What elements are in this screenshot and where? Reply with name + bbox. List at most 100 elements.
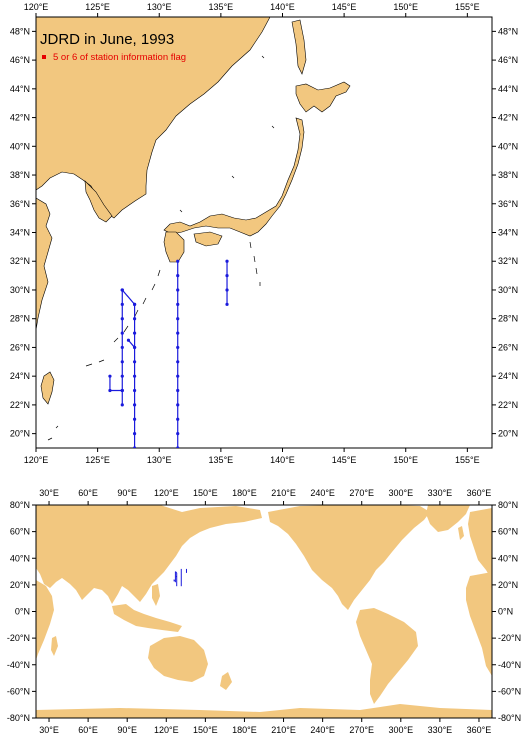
- world-y-label-left: 20°N: [10, 580, 30, 590]
- station-point: [108, 388, 112, 393]
- world-y-label-right: 40°N: [498, 553, 518, 563]
- station-point: [132, 317, 137, 321]
- regional-x-label-bottom: 135°E: [209, 455, 234, 465]
- regional-y-label-right: 26°N: [498, 342, 518, 352]
- regional-x-label-top: 150°E: [393, 2, 418, 12]
- regional-y-label-left: 48°N: [10, 26, 30, 36]
- hokkaido: [295, 81, 351, 113]
- world-y-label-right: -20°N: [498, 633, 521, 643]
- regional-y-label-left: 36°N: [10, 199, 30, 209]
- station-point: [132, 403, 137, 407]
- taiwan: [40, 371, 55, 405]
- station-point: [120, 302, 124, 306]
- regional-y-label-right: 40°N: [498, 141, 518, 151]
- regional-y-label-left: 46°N: [10, 55, 30, 65]
- world-y-label-left: 80°N: [10, 500, 30, 510]
- regional-x-label-top: 130°E: [147, 2, 172, 12]
- regional-y-label-left: 40°N: [10, 141, 30, 151]
- world-y-label-right: 0°N: [498, 607, 513, 617]
- regional-y-label-right: 24°N: [498, 371, 518, 381]
- regional-y-label-left: 44°N: [10, 84, 30, 94]
- regional-y-label-right: 42°N: [498, 113, 518, 123]
- regional-y-label-right: 48°N: [498, 26, 518, 36]
- regional-y-label-right: 34°N: [498, 228, 518, 238]
- world-x-label-bottom: 330°E: [428, 725, 453, 735]
- regional-y-label-left: 38°N: [10, 170, 30, 180]
- regional-y-label-left: 22°N: [10, 400, 30, 410]
- world-x-label-bottom: 240°E: [310, 725, 335, 735]
- world-x-label-top: 240°E: [310, 488, 335, 498]
- station-point: [120, 288, 124, 292]
- regional-x-label-bottom: 120°E: [24, 455, 49, 465]
- station-point: [120, 403, 124, 407]
- world-land: [36, 505, 492, 718]
- world-x-label-bottom: 150°E: [193, 725, 218, 735]
- station-point: [108, 374, 112, 378]
- world-x-label-top: 180°E: [232, 488, 257, 498]
- world-y-label-left: -40°N: [7, 660, 30, 670]
- world-y-label-right: 80°N: [498, 500, 518, 510]
- ryukyu-islands: [85, 269, 161, 367]
- madagascar: [51, 636, 58, 656]
- station-point: [132, 345, 137, 350]
- regional-frame: [32, 13, 496, 452]
- africa: [36, 580, 54, 660]
- regional-y-label-right: 30°N: [498, 285, 518, 295]
- legend-label: 5 or 6 of station information flag: [53, 52, 186, 63]
- station-point: [133, 0, 136, 2]
- izu-islands: [249, 241, 261, 286]
- regional-y-label-left: 32°N: [10, 256, 30, 266]
- world-y-label-right: -60°N: [498, 686, 521, 696]
- world-x-label-top: 120°E: [154, 488, 179, 498]
- cruise-track-line: [121, 289, 136, 305]
- world-x-label-bottom: 300°E: [388, 725, 413, 735]
- korea-peninsula-detail: [84, 180, 113, 223]
- australia: [148, 636, 208, 682]
- world-y-label-left: -20°N: [7, 633, 30, 643]
- world-y-label-right: -80°N: [498, 713, 521, 723]
- world-x-label-bottom: 60°E: [78, 725, 98, 735]
- station-point: [132, 446, 137, 448]
- regional-islands: [47, 55, 275, 441]
- regional-y-label-left: 24°N: [10, 371, 30, 381]
- regional-y-label-left: 30°N: [10, 285, 30, 295]
- regional-y-label-left: 20°N: [10, 429, 30, 439]
- world-x-label-bottom: 90°E: [117, 725, 137, 735]
- regional-x-label-top: 140°E: [270, 2, 295, 12]
- station-point: [176, 403, 180, 407]
- world-x-label-top: 90°E: [117, 488, 137, 498]
- world-x-label-bottom: 210°E: [271, 725, 296, 735]
- regional-x-label-bottom: 145°E: [332, 455, 357, 465]
- africa-right-edge: [466, 572, 492, 676]
- station-point: [120, 388, 124, 393]
- station-point: [132, 302, 137, 306]
- station-point: [133, 0, 136, 2]
- regional-y-label-left: 42°N: [10, 113, 30, 123]
- world-x-label-bottom: 120°E: [154, 725, 179, 735]
- new-zealand: [220, 672, 232, 690]
- north-america: [268, 505, 430, 610]
- station-point: [132, 432, 137, 436]
- regional-x-label-top: 120°E: [24, 2, 49, 12]
- regional-x-label-top: 125°E: [85, 2, 110, 12]
- regional-x-label-top: 145°E: [332, 2, 357, 12]
- regional-x-label-bottom: 125°E: [85, 455, 110, 465]
- world-map-border: [35, 504, 493, 719]
- regional-y-label-left: 28°N: [10, 314, 30, 324]
- world-x-label-bottom: 360°E: [467, 725, 492, 735]
- regional-tick-labels: 120°E 120°E 125°E 125°E 130°E 130°E 135°E 135°E…: [10, 2, 518, 465]
- world-y-label-right: -40°N: [498, 660, 521, 670]
- regional-map-title: JDRD in June, 1993: [40, 31, 174, 48]
- station-point: [176, 446, 180, 448]
- world-map: 30°E 30°E 60°E 60°E 90°E 90°E 120°E 120°E 150°E 1…: [7, 488, 521, 735]
- regional-y-label-right: 32°N: [498, 256, 518, 266]
- station-point: [176, 417, 180, 421]
- station-point: [176, 259, 180, 263]
- world-x-label-bottom: 180°E: [232, 725, 257, 735]
- station-point: [132, 374, 137, 378]
- station-point: [225, 274, 229, 278]
- world-cruise-track-line: [175, 575, 178, 578]
- station-point: [132, 388, 137, 393]
- regional-x-label-bottom: 155°E: [455, 455, 480, 465]
- greenland: [426, 505, 470, 532]
